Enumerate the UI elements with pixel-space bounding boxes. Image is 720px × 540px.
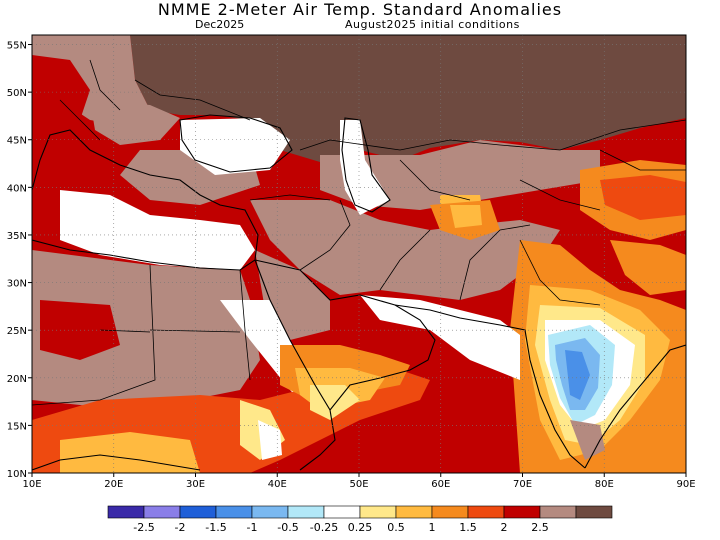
y-tick-label: 55N	[7, 41, 27, 52]
colorbar-tick-label: -2.5	[133, 521, 154, 534]
x-tick-label: 40E	[268, 479, 287, 490]
colorbar-tick-label: -1	[247, 521, 258, 534]
colorbar-swatch	[179, 505, 217, 519]
valid-month-label: Dec2025	[195, 18, 245, 31]
colorbar-tick-label: 1	[429, 521, 436, 534]
y-tick-label: 50N	[7, 88, 27, 99]
colorbar-swatch	[251, 505, 289, 519]
y-tick-label: 10N	[7, 469, 27, 480]
x-tick-label: 60E	[431, 479, 450, 490]
x-tick-label: 50E	[349, 479, 368, 490]
y-tick-label: 40N	[7, 183, 27, 194]
colorbar-swatch	[215, 505, 253, 519]
x-tick-label: 90E	[676, 479, 695, 490]
colorbar-tick-label: 0.25	[348, 521, 373, 534]
colorbar-tick-label: -1.5	[205, 521, 226, 534]
colorbar-swatch	[575, 505, 613, 519]
colorbar: -2.5 -2 -1.5 -1 -0.5 -0.25 0.25 0.5 1 1.5 2 2.5	[107, 505, 613, 534]
colorbar-swatch	[395, 505, 433, 519]
colorbar-tick-label: -0.25	[310, 521, 338, 534]
longitude-axis: 10E 20E 30E 40E 50E 60E 70E 80E 90E	[22, 473, 696, 490]
colorbar-swatch	[431, 505, 469, 519]
colorbar-tick-label: 0.5	[387, 521, 405, 534]
latitude-axis: 10N 15N 20N 25N 30N 35N 40N 45N 50N 55N	[7, 41, 32, 480]
map-title: NMME 2-Meter Air Temp. Standard Anomalie…	[157, 0, 563, 19]
colorbar-swatch	[143, 505, 181, 519]
colorbar-tick-label: 2.5	[531, 521, 549, 534]
colorbar-tick-label: -2	[175, 521, 186, 534]
y-tick-label: 30N	[7, 279, 27, 290]
colorbar-swatch	[107, 505, 145, 519]
y-tick-label: 25N	[7, 326, 27, 337]
colorbar-swatch	[503, 505, 541, 519]
coastlines	[32, 114, 686, 471]
y-tick-label: 45N	[7, 136, 27, 147]
colorbar-tick-label: 2	[501, 521, 508, 534]
x-tick-label: 80E	[595, 479, 614, 490]
colorbar-swatch	[467, 505, 505, 519]
y-tick-label: 35N	[7, 231, 27, 242]
colorbar-swatch	[539, 505, 577, 519]
y-tick-label: 20N	[7, 374, 27, 385]
x-tick-label: 70E	[513, 479, 532, 490]
graticule	[32, 35, 686, 473]
initial-conditions-label: August2025 initial conditions	[345, 18, 520, 31]
colorbar-swatch	[287, 505, 325, 519]
colorbar-tick-label: -0.5	[277, 521, 298, 534]
x-tick-label: 30E	[186, 479, 205, 490]
x-tick-label: 20E	[104, 479, 123, 490]
colorbar-tick-label: 1.5	[459, 521, 477, 534]
x-tick-label: 10E	[22, 479, 41, 490]
colorbar-swatch	[359, 505, 397, 519]
y-tick-label: 15N	[7, 421, 27, 432]
colorbar-swatch	[323, 505, 361, 519]
anomaly-field	[32, 35, 686, 473]
